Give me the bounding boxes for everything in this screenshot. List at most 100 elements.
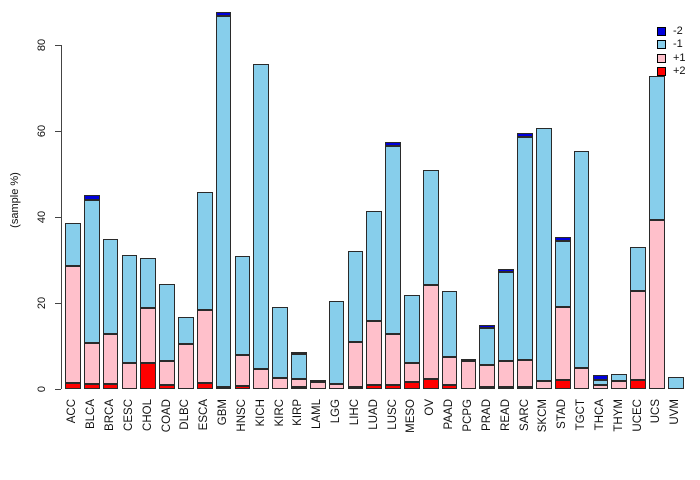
x-tick-label: UVM xyxy=(669,398,682,425)
x-tick-label: LAML xyxy=(311,398,324,429)
bar-segment xyxy=(196,382,213,389)
bar-segment xyxy=(460,359,477,362)
bar-segment xyxy=(366,321,383,386)
bar-segment xyxy=(328,383,345,389)
legend-swatch xyxy=(657,27,666,36)
x-tick-label: UCS xyxy=(650,398,663,423)
bar-segment xyxy=(159,361,175,386)
bar-segment xyxy=(309,382,326,389)
bar-segment xyxy=(554,379,571,389)
bar-segment xyxy=(404,294,420,364)
x-tick-label: BLCA xyxy=(85,398,98,429)
x-tick-label: KIRC xyxy=(273,398,286,426)
y-tick-mark xyxy=(55,303,61,305)
bar-segment xyxy=(121,255,138,363)
x-tick-label: LUAD xyxy=(367,398,380,430)
bar-segment xyxy=(366,210,383,322)
bar-segment xyxy=(140,258,157,309)
bar-segment xyxy=(215,15,232,387)
legend-label: -1 xyxy=(673,38,683,51)
x-tick-label: SKCM xyxy=(537,398,550,432)
x-tick-label: PAAD xyxy=(443,398,456,429)
bar-segment xyxy=(347,386,364,389)
bar-segment xyxy=(309,379,326,383)
x-tick-label: THCA xyxy=(593,398,606,430)
y-axis-line xyxy=(61,45,63,389)
bar-segment xyxy=(291,379,307,387)
bar-segment xyxy=(554,237,571,241)
bar-segment xyxy=(573,368,590,389)
bar-segment xyxy=(83,195,100,200)
bar-segment xyxy=(65,382,81,389)
bar-segment xyxy=(65,265,81,383)
bar-segment xyxy=(630,290,646,380)
bar-segment xyxy=(630,247,646,291)
legend-label: +1 xyxy=(673,51,686,64)
x-tick-label: PRAD xyxy=(480,398,493,431)
x-tick-label: COAD xyxy=(160,398,173,432)
y-tick-label: 0 xyxy=(36,385,48,393)
bar-segment xyxy=(159,385,175,389)
bar-segment xyxy=(253,64,270,369)
bar-segment xyxy=(649,220,665,389)
x-tick-label: STAD xyxy=(556,398,569,429)
bar-segment xyxy=(196,309,213,383)
x-tick-label: THYM xyxy=(612,398,625,432)
bar-segment xyxy=(291,386,307,389)
bar-segment xyxy=(385,145,401,334)
bar-segment xyxy=(347,250,364,343)
bar-segment xyxy=(178,317,194,344)
x-tick-label: OV xyxy=(424,398,437,416)
x-tick-label: ACC xyxy=(66,398,79,423)
y-axis-title: (sample %) xyxy=(9,172,21,228)
x-tick-label: CHOL xyxy=(141,398,154,431)
bar-segment xyxy=(422,284,439,380)
bar-segment xyxy=(517,387,533,390)
x-tick-label: READ xyxy=(499,398,512,431)
bar-segment xyxy=(479,364,496,387)
bar-segment xyxy=(65,222,81,266)
bar-segment xyxy=(234,256,251,356)
bar-segment xyxy=(422,170,439,285)
bar-segment xyxy=(479,328,496,365)
bar-segment xyxy=(291,353,307,380)
bar-segment xyxy=(366,385,383,389)
y-tick-label: 80 xyxy=(36,38,48,52)
bar-segment xyxy=(611,374,628,382)
bar-segment xyxy=(272,306,288,379)
y-tick-label: 40 xyxy=(36,210,48,224)
bar-segment xyxy=(649,75,665,220)
bar-segment xyxy=(234,385,251,389)
bar-segment xyxy=(102,383,119,389)
bar-segment xyxy=(178,343,194,389)
bar-segment xyxy=(385,385,401,389)
bar-segment xyxy=(385,333,401,386)
x-tick-label: LGG xyxy=(330,398,343,423)
bar-segment xyxy=(234,355,251,386)
bar-segment xyxy=(83,383,100,389)
bar-segment xyxy=(517,360,533,388)
x-tick-label: LUSC xyxy=(386,398,399,430)
bar-segment xyxy=(517,137,533,361)
x-tick-label: CESC xyxy=(122,398,135,431)
bar-segment xyxy=(140,363,157,389)
bar-segment xyxy=(215,11,232,16)
y-tick-label: 20 xyxy=(36,296,48,310)
x-tick-label: GBM xyxy=(217,398,230,425)
y-tick-mark xyxy=(55,131,61,133)
legend-swatch xyxy=(657,53,666,63)
x-tick-label: BRCA xyxy=(104,398,117,431)
x-tick-label: MESO xyxy=(405,398,418,433)
bar-segment xyxy=(592,379,609,385)
bar-segment xyxy=(404,363,420,383)
legend-label: +2 xyxy=(673,65,686,78)
bar-segment xyxy=(441,290,458,357)
legend-label: -2 xyxy=(673,25,683,37)
bar-segment xyxy=(536,127,552,381)
bar-segment xyxy=(667,377,684,389)
bar-segment xyxy=(592,384,609,389)
bar-segment xyxy=(215,386,232,389)
y-tick-mark xyxy=(55,389,61,391)
x-tick-label: ESCA xyxy=(198,398,211,430)
bar-segment xyxy=(498,272,514,361)
